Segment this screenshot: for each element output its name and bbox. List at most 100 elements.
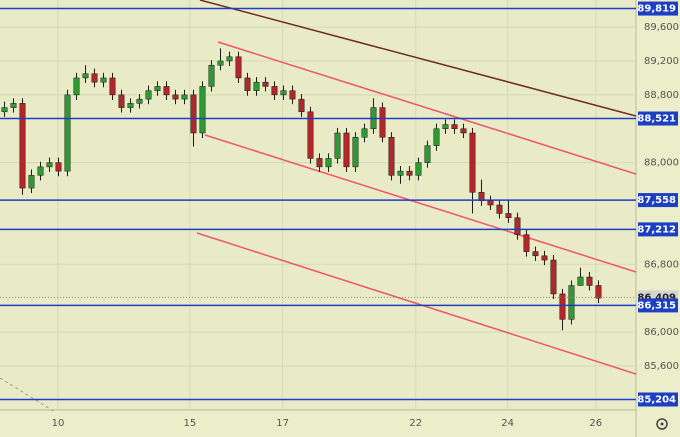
candle-body xyxy=(280,90,287,96)
candle-body xyxy=(442,124,449,130)
candle-body xyxy=(262,81,269,87)
candle-body xyxy=(55,162,62,172)
level-label: 86,315 xyxy=(637,300,676,311)
candle-body xyxy=(487,200,494,206)
candle-body xyxy=(91,73,98,83)
candle-body xyxy=(406,170,413,176)
level-box xyxy=(638,298,678,313)
candle-body xyxy=(208,64,215,87)
x-tick-label: 17 xyxy=(276,418,289,429)
candle-body xyxy=(532,251,539,257)
candle-body xyxy=(586,276,593,286)
candle-body xyxy=(325,158,332,168)
candle-body xyxy=(199,86,206,134)
y-tick-label: 89,600 xyxy=(644,22,679,33)
trend-line xyxy=(199,0,637,117)
candle-body xyxy=(172,94,179,100)
y-tick-label: 86,000 xyxy=(644,327,679,338)
candle-body xyxy=(1,107,8,113)
x-tick-label: 22 xyxy=(409,418,422,429)
candle-body xyxy=(307,111,314,159)
last-price-label: 86,409 xyxy=(637,292,676,303)
trend-line xyxy=(204,134,637,273)
candle-body xyxy=(226,56,233,62)
candle-body xyxy=(298,98,305,113)
candle-body xyxy=(343,132,350,168)
candle-body xyxy=(460,128,467,134)
y-tick-label: 86,800 xyxy=(644,259,679,270)
level-label: 89,819 xyxy=(637,4,676,15)
candle-body xyxy=(424,145,431,163)
candle-body xyxy=(388,136,395,176)
candle-body xyxy=(28,175,35,189)
x-tick-label: 15 xyxy=(184,418,197,429)
candle-body xyxy=(145,90,152,100)
level-box xyxy=(638,222,678,237)
y-tick-label: 88,800 xyxy=(644,90,679,101)
candle-body xyxy=(568,285,575,320)
candle-body xyxy=(235,56,242,79)
candle-body xyxy=(154,86,161,91)
candle-body xyxy=(361,128,368,138)
settings-icon[interactable] xyxy=(656,418,668,430)
x-tick-label: 10 xyxy=(52,418,65,429)
levels: 86,409 89,819 88,521 87,558 87,212 86,315 85,2… xyxy=(0,1,678,407)
candle-body xyxy=(217,60,224,66)
candle-body xyxy=(163,86,170,96)
candle-body xyxy=(181,94,188,100)
settings-icon-dot xyxy=(660,422,664,426)
candle-body xyxy=(136,98,143,104)
y-tick-label: 88,000 xyxy=(644,158,679,169)
candle-body xyxy=(541,255,548,261)
candle-body xyxy=(127,103,134,108)
trend-line xyxy=(217,41,637,175)
candle-body xyxy=(550,259,557,295)
candle-body xyxy=(496,204,503,214)
candle-body xyxy=(289,90,296,100)
y-tick-label: 89,200 xyxy=(644,56,679,67)
candle-body xyxy=(514,217,521,235)
grid xyxy=(0,0,636,410)
candle-body xyxy=(469,132,476,193)
candle-body xyxy=(253,81,260,91)
candle-body xyxy=(559,293,566,320)
candle-body xyxy=(505,213,512,218)
candle-body xyxy=(433,128,440,146)
settings-button[interactable] xyxy=(650,414,674,434)
candle-body xyxy=(37,166,44,176)
level-box xyxy=(638,1,678,16)
candle-body xyxy=(118,94,125,108)
level-box xyxy=(638,111,678,126)
candle-body xyxy=(64,94,71,172)
x-tick-label: 26 xyxy=(589,418,602,429)
plot-area xyxy=(0,0,636,410)
candle-body xyxy=(379,107,386,138)
level-label: 85,204 xyxy=(637,394,676,405)
candle-body xyxy=(244,77,251,91)
trend-line xyxy=(0,377,56,413)
level-box xyxy=(638,193,678,208)
candle-body xyxy=(10,103,17,108)
candle-body xyxy=(316,158,323,168)
candle-body xyxy=(451,124,458,130)
candle-body xyxy=(100,77,107,83)
candle-body xyxy=(109,77,116,96)
level-label: 87,212 xyxy=(637,224,676,235)
candle-body xyxy=(397,170,404,176)
trend-line xyxy=(196,232,637,375)
candle-body xyxy=(415,162,422,176)
candles xyxy=(1,48,602,331)
candle-body xyxy=(577,276,584,286)
level-label: 88,521 xyxy=(637,114,676,125)
trend-lines xyxy=(0,0,637,413)
candle-body xyxy=(334,132,341,159)
y-tick-label: 85,600 xyxy=(644,361,679,372)
x-tick-label: 24 xyxy=(501,418,514,429)
candle-body xyxy=(82,73,89,79)
level-box xyxy=(638,392,678,407)
candle-body xyxy=(523,234,530,252)
level-label: 87,558 xyxy=(637,195,676,206)
candle-body xyxy=(190,94,197,134)
candle-body xyxy=(19,103,26,189)
